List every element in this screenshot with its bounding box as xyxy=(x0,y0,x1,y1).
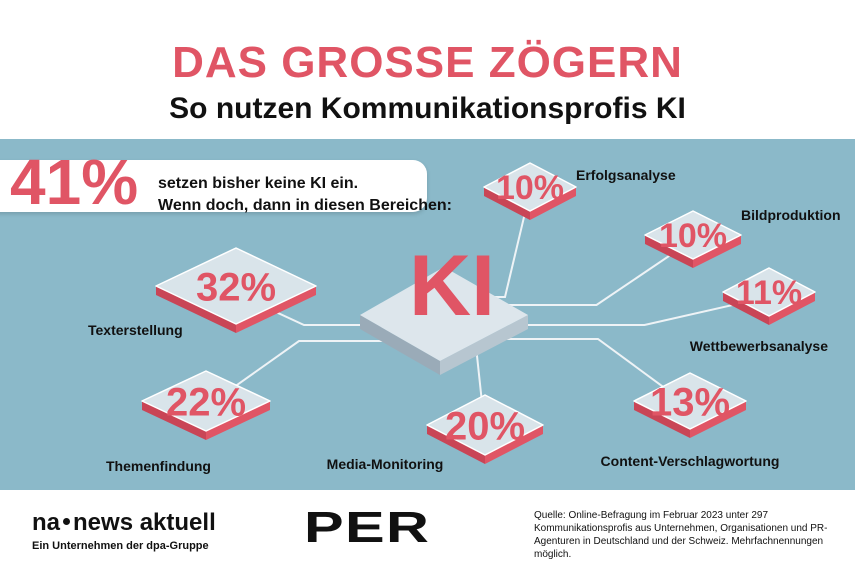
value-label: 32% xyxy=(196,265,276,309)
tile-side xyxy=(693,235,741,268)
logo-part-left: na xyxy=(32,509,61,536)
tile-side xyxy=(530,187,576,220)
category-label: Themenfindung xyxy=(106,458,211,474)
chip-label: KI xyxy=(409,238,495,334)
category-label: Content-Verschlagwortung xyxy=(601,453,780,469)
tile-top xyxy=(633,372,747,430)
headline-box xyxy=(0,160,427,212)
percentage-tiles: 10% Erfolgsanalyse 10% Bildproduktion 11% Wet… xyxy=(88,162,841,474)
tile-side xyxy=(484,187,530,220)
news-aktuell-subline: Ein Unternehmen der dpa-Gruppe xyxy=(32,540,209,552)
tile-side xyxy=(156,286,236,333)
connector-line xyxy=(506,338,691,408)
value-label: 20% xyxy=(445,404,525,448)
tile-top xyxy=(644,210,742,260)
tile-themenfindung: 22% xyxy=(141,370,271,440)
tile-side xyxy=(427,425,485,464)
value-label: 10% xyxy=(659,217,727,255)
source-note: Quelle: Online-Befragung im Februar 2023… xyxy=(534,510,828,560)
tile-side xyxy=(723,292,769,325)
per-logo: PER xyxy=(304,503,431,552)
chip-side-right xyxy=(440,315,528,375)
value-label: 10% xyxy=(496,169,564,207)
value-label: 22% xyxy=(166,380,246,424)
tile-texterstellung: 32% xyxy=(155,247,317,333)
tile-side xyxy=(206,401,270,440)
category-label: Wettbewerbsanalyse xyxy=(690,338,828,354)
tile-bildproduktion: 10% xyxy=(644,210,742,268)
headline-line2: Wenn doch, dann in diesen Bereichen: xyxy=(158,197,452,214)
tile-media-monitoring: 20% xyxy=(426,394,544,464)
tile-top xyxy=(722,267,816,317)
tile-side xyxy=(485,425,543,464)
page-title: DAS GROSSE ZÖGERN xyxy=(172,38,683,87)
value-label: 11% xyxy=(736,274,802,312)
category-label: Texterstellung xyxy=(88,322,183,338)
connector-line xyxy=(520,295,770,326)
tile-wettbewerbsanalyse: 11% xyxy=(722,267,816,325)
headline-text: setzen bisher keine KI ein. Wenn doch, d… xyxy=(158,173,452,217)
tile-erfolgsanalyse: 10% xyxy=(483,162,577,220)
tile-side xyxy=(634,401,690,438)
tile-content-verschlagwortung: 13% xyxy=(633,372,747,438)
ki-chip: KI xyxy=(360,238,528,375)
tile-side xyxy=(690,401,746,438)
category-label: Media-Monitoring xyxy=(327,456,444,472)
connector-line xyxy=(500,238,694,306)
tile-side xyxy=(142,401,206,440)
chip-top xyxy=(360,267,528,361)
chart-panel: KI 10% Erfolgsanalyse 10% Bildproduktion 11%… xyxy=(0,139,855,490)
chart-svg: KI 10% Erfolgsanalyse 10% Bildproduktion 11%… xyxy=(88,162,841,474)
headline-value: 41% xyxy=(10,146,139,218)
tile-top xyxy=(155,247,317,325)
tile-side xyxy=(236,286,316,333)
page-subtitle: So nutzen Kommunikationsprofis KI xyxy=(169,92,686,125)
value-label: 13% xyxy=(650,380,730,424)
logo-dot-icon xyxy=(63,518,71,526)
headline-line1: setzen bisher keine KI ein. xyxy=(158,175,359,192)
news-aktuell-logo: na news aktuell xyxy=(32,509,216,537)
logo-part-right: news aktuell xyxy=(73,509,216,536)
tile-top xyxy=(483,162,577,212)
tile-side xyxy=(645,235,693,268)
tile-side xyxy=(769,292,815,325)
category-label: Erfolgsanalyse xyxy=(576,167,676,183)
tile-top xyxy=(426,394,544,456)
tile-top xyxy=(141,370,271,432)
chip-side-left xyxy=(360,315,440,375)
category-label: Bildproduktion xyxy=(741,207,841,223)
